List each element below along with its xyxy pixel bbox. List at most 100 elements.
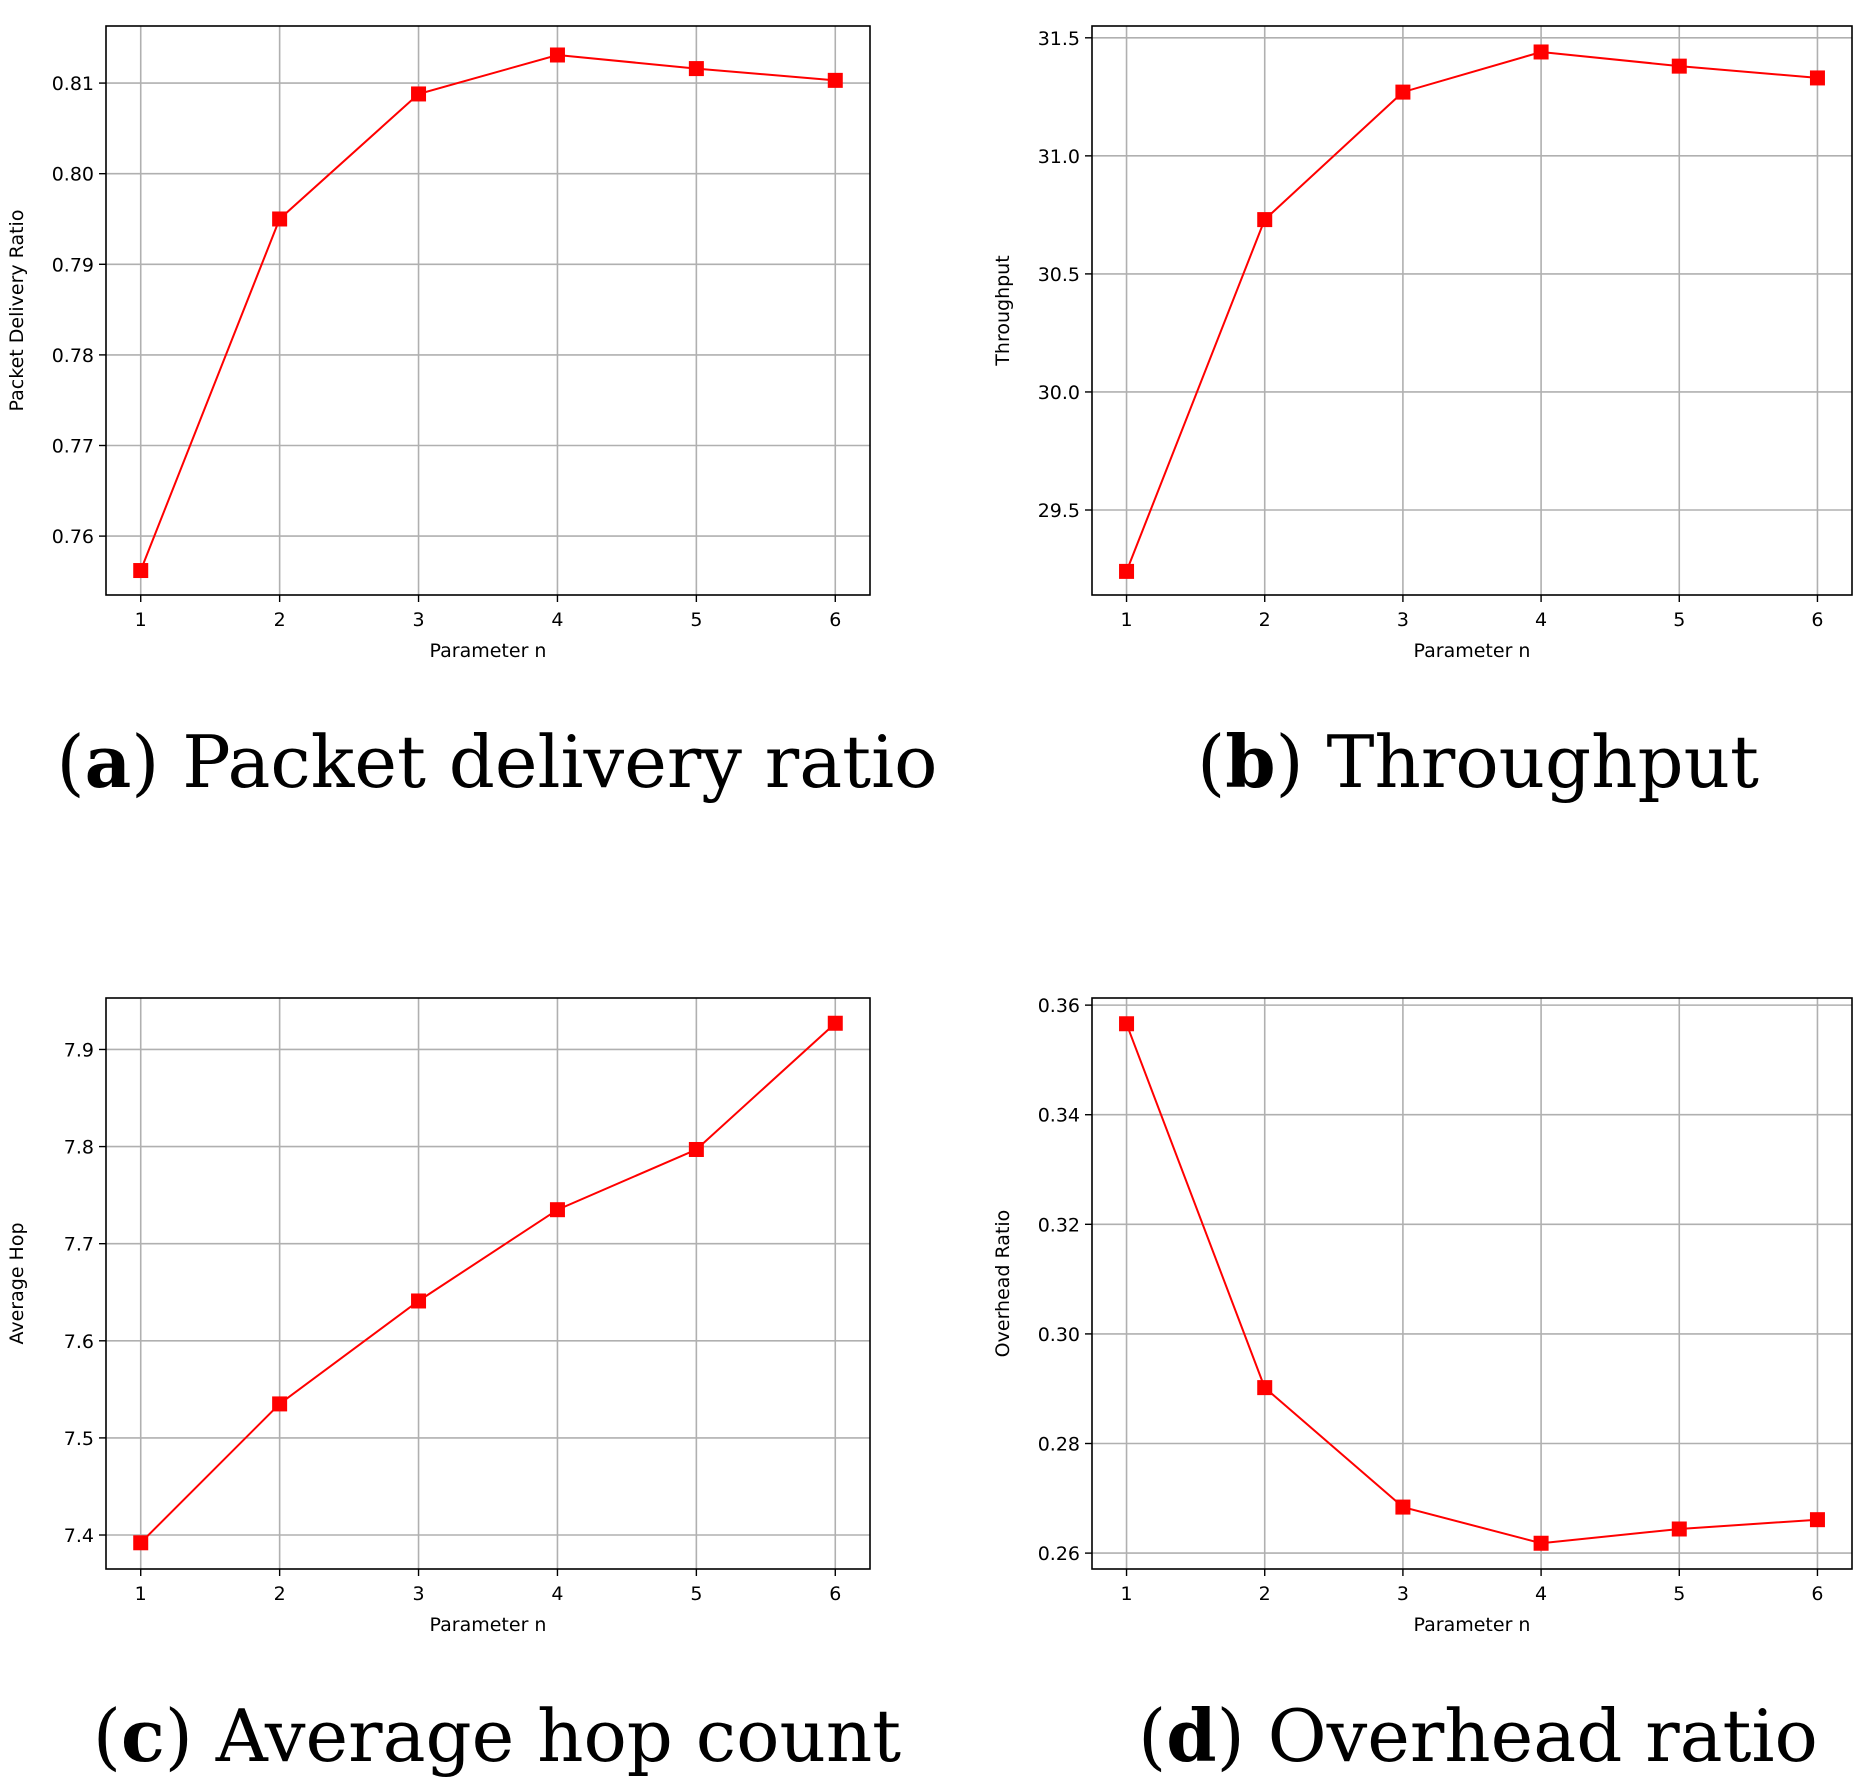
- chart-panel-c: 1 2 3 4 5 6 7.4 7.5 7.6 7.7 7.8 7.9 Parameter n Avera…: [6, 997, 901, 1778]
- x-tick-label: 1: [135, 1583, 147, 1605]
- data-point-marker: [688, 1141, 704, 1157]
- x-tick-label: 6: [1811, 609, 1823, 631]
- y-axis-label: Throughput: [992, 255, 1014, 366]
- caption-title: Average hop count: [215, 1694, 901, 1778]
- x-tick-label: 3: [412, 1583, 424, 1605]
- y-tick-label: 29.5: [1038, 500, 1080, 522]
- y-tick-label: 0.77: [52, 436, 94, 458]
- y-axis-label: Average Hop: [6, 1222, 28, 1344]
- data-point-marker: [1533, 1535, 1549, 1551]
- data-point-marker: [1671, 58, 1687, 74]
- y-tick-label: 0.34: [1038, 1105, 1080, 1127]
- axes-frame: [105, 25, 871, 596]
- y-tick-label: 0.32: [1038, 1214, 1080, 1236]
- series-line: [1125, 50, 1818, 572]
- data-point-marker: [549, 47, 565, 63]
- x-tick-label: 2: [274, 1583, 286, 1605]
- data-point-marker: [1395, 1499, 1411, 1515]
- y-tick-label: 7.4: [64, 1525, 94, 1547]
- data-point-marker: [411, 86, 427, 102]
- data-point-marker: [272, 211, 288, 227]
- data-point-marker: [272, 1396, 288, 1412]
- data-point-marker: [133, 1535, 149, 1551]
- y-tick-label: 30.0: [1038, 382, 1080, 404]
- caption-title: Overhead ratio: [1268, 1694, 1818, 1778]
- x-tick-label: 2: [274, 609, 286, 631]
- y-tick-label: 7.8: [64, 1137, 94, 1159]
- data-point-marker: [1257, 212, 1273, 228]
- x-tick-label: 5: [1673, 1583, 1685, 1605]
- y-tick-label: 0.26: [1038, 1543, 1080, 1565]
- y-tick-label: 0.30: [1038, 1324, 1080, 1346]
- y-tick-label: 30.5: [1038, 264, 1080, 286]
- caption-title: Throughput: [1327, 720, 1759, 804]
- y-tick-label: 7.9: [64, 1039, 94, 1061]
- chart-panel-d: 1 2 3 4 5 6 0.26 0.28 0.30 0.32 0.34 0.36 Parameter …: [992, 995, 1853, 1778]
- y-tick-label: 0.79: [52, 254, 94, 276]
- x-tick-label: 5: [1673, 609, 1685, 631]
- y-tick-label: 31.5: [1038, 28, 1080, 50]
- y-tick-label: 0.76: [52, 526, 94, 548]
- x-tick-label: 1: [1120, 609, 1132, 631]
- x-axis-label: Parameter n: [430, 1614, 547, 1636]
- x-tick-label: 3: [412, 609, 424, 631]
- x-axis-label: Parameter n: [1414, 640, 1531, 662]
- caption-letter: b: [1225, 719, 1275, 804]
- data-point-marker: [1671, 1521, 1687, 1537]
- data-point-marker: [411, 1293, 427, 1309]
- caption-letter: d: [1166, 1693, 1216, 1778]
- x-tick-label: 4: [551, 1583, 563, 1605]
- x-tick-label: 6: [1811, 1583, 1823, 1605]
- axes-frame: [1091, 25, 1853, 596]
- data-point-marker: [827, 1015, 843, 1031]
- x-tick-label: 2: [1259, 609, 1271, 631]
- x-tick-label: 4: [1535, 1583, 1547, 1605]
- data-point-marker: [1395, 84, 1411, 100]
- data-point-marker: [688, 61, 704, 77]
- x-tick-label: 3: [1397, 1583, 1409, 1605]
- y-tick-label: 7.6: [64, 1331, 94, 1353]
- x-tick-label: 1: [1120, 1583, 1132, 1605]
- data-point-marker: [549, 1202, 565, 1218]
- chart-panel-b: 1 2 3 4 5 6 29.5 30.0 30.5 31.0 31.5 Parameter n Thr…: [992, 25, 1853, 804]
- data-point-marker: [1257, 1380, 1273, 1396]
- series-line: [1125, 1023, 1818, 1545]
- y-tick-label: 0.81: [52, 73, 94, 95]
- y-tick-label: 7.7: [64, 1234, 94, 1256]
- chart-panel-a: 1 2 3 4 5 6 0.76 0.77 0.78 0.79 0.80 0.81 Parameter …: [6, 25, 938, 804]
- chart-caption: (b) Throughput: [1197, 719, 1759, 804]
- y-tick-label: 7.5: [64, 1428, 94, 1450]
- y-axis-label: Packet Delivery Ratio: [6, 210, 28, 412]
- series-line: [139, 1022, 836, 1544]
- x-tick-label: 3: [1397, 609, 1409, 631]
- data-point-marker: [1809, 1512, 1825, 1528]
- x-tick-label: 4: [1535, 609, 1547, 631]
- y-tick-label: 31.0: [1038, 146, 1080, 168]
- x-axis-label: Parameter n: [430, 640, 547, 662]
- caption-letter: a: [85, 719, 132, 804]
- data-point-marker: [1533, 44, 1549, 60]
- axes-frame: [105, 997, 871, 1570]
- x-axis-label: Parameter n: [1414, 1614, 1531, 1636]
- data-point-marker: [1119, 563, 1135, 579]
- y-tick-label: 0.28: [1038, 1434, 1080, 1456]
- chart-caption: (d) Overhead ratio: [1138, 1693, 1818, 1778]
- caption-title: Packet delivery ratio: [182, 720, 937, 804]
- x-tick-label: 2: [1259, 1583, 1271, 1605]
- y-tick-label: 0.80: [52, 164, 94, 186]
- data-point-marker: [1119, 1016, 1135, 1032]
- data-point-marker: [827, 72, 843, 88]
- x-tick-label: 6: [829, 1583, 841, 1605]
- x-tick-label: 6: [829, 609, 841, 631]
- chart-caption: (a) Packet delivery ratio: [57, 719, 938, 804]
- chart-caption: (c) Average hop count: [93, 1693, 901, 1778]
- x-tick-label: 5: [690, 609, 702, 631]
- y-axis-label: Overhead Ratio: [992, 1210, 1014, 1358]
- x-tick-label: 4: [551, 609, 563, 631]
- y-tick-label: 0.78: [52, 345, 94, 367]
- axes-frame: [1091, 997, 1853, 1570]
- data-point-marker: [1809, 70, 1825, 86]
- caption-letter: c: [121, 1693, 165, 1778]
- y-tick-label: 0.36: [1038, 995, 1080, 1017]
